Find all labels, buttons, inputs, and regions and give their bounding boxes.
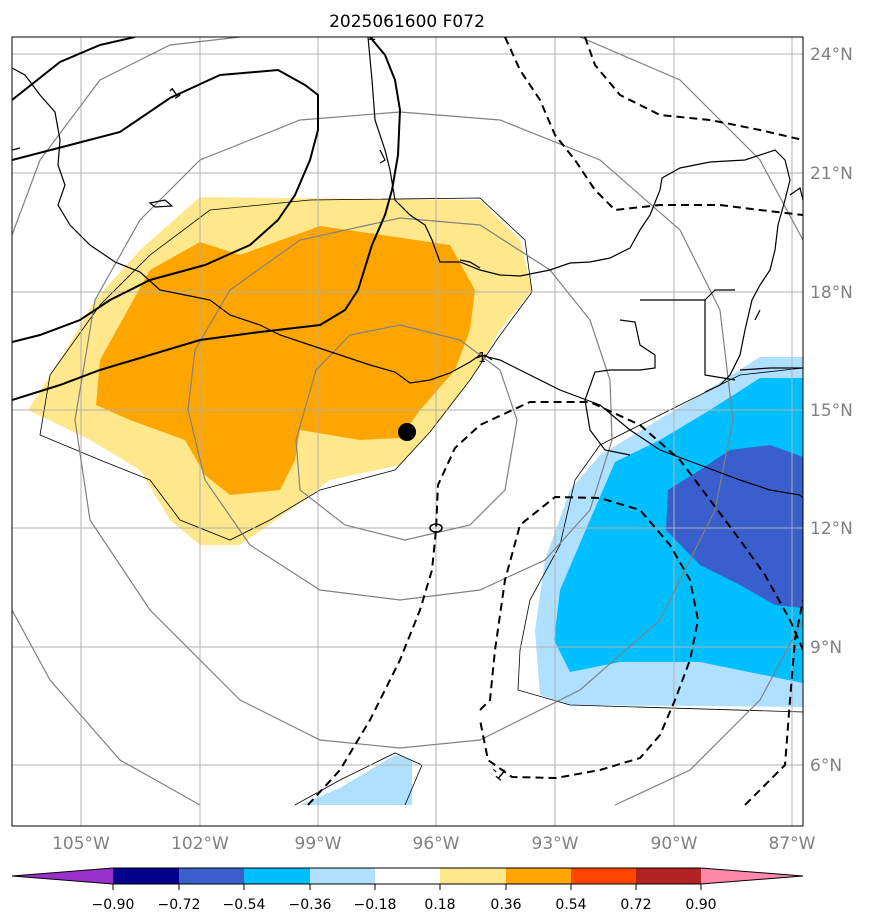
colorbar-tick-label: 0.18 [424, 897, 455, 913]
coastlines [12, 37, 803, 499]
colorbar-extend-min [12, 868, 113, 884]
map-panel: 1 1 1 -1 [12, 26, 803, 826]
colorbar-tick-label: −0.18 [354, 897, 397, 913]
lat-label: 24°N [810, 45, 853, 65]
lon-label: 99°W [295, 834, 342, 854]
colorbar-segment [375, 868, 440, 884]
lat-label: 12°N [810, 519, 853, 539]
lon-label: 87°W [769, 834, 816, 854]
lat-label: 18°N [810, 283, 853, 303]
storm-center-dot [398, 423, 416, 441]
weak-anomaly-contour [39, 197, 533, 541]
lon-label: 102°W [171, 834, 229, 854]
contour-label-2: 1 [367, 26, 377, 44]
colorbar-tick-label: −0.54 [223, 897, 266, 913]
colorbar-segment [440, 868, 506, 884]
contour-label-3: 1 [478, 351, 486, 366]
colorbar: −0.90 −0.72 −0.54 −0.36 −0.18 0.18 0.36 … [11, 867, 804, 913]
lon-label: 93°W [532, 834, 579, 854]
colorbar-segment [179, 868, 244, 884]
colorbar-extend-max [701, 868, 803, 884]
colorbar-segment [113, 868, 179, 884]
latitude-labels: 24°N 21°N 18°N 15°N 12°N 9°N 6°N [810, 45, 853, 776]
positive-contours [12, 37, 402, 401]
lat-label: 21°N [810, 164, 853, 184]
small-loop-contour [429, 523, 443, 533]
colorbar-tick-label: 0.90 [685, 897, 716, 913]
colorbar-tick-label: −0.36 [289, 897, 332, 913]
negative-contours [307, 37, 803, 806]
colorbar-ticks [112, 884, 702, 890]
colorbar-segment [571, 868, 636, 884]
lat-label: 6°N [810, 756, 842, 776]
lon-label: 96°W [413, 834, 460, 854]
longitude-labels: 105°W 102°W 99°W 96°W 93°W 90°W 87°W [52, 834, 816, 854]
colorbar-tick-label: 0.72 [620, 897, 651, 913]
colorbar-tick-label: −0.90 [92, 897, 135, 913]
colorbar-segment [310, 868, 375, 884]
colorbar-segment [636, 868, 701, 884]
weak-negative-contour [517, 367, 803, 713]
negative-anomaly-small-area [300, 755, 412, 805]
positive-anomaly-mid-area [96, 226, 475, 495]
lon-label: 90°W [651, 834, 698, 854]
colorbar-tick-label: 0.36 [490, 897, 521, 913]
colorbar-segment [506, 868, 571, 884]
lat-label: 15°N [810, 401, 853, 421]
colorbar-tick-label: −0.72 [158, 897, 201, 913]
map-title: 2025061600 F072 [329, 12, 485, 32]
colorbar-tick-label: 0.54 [555, 897, 586, 913]
colorbar-segment [244, 868, 310, 884]
lat-label: 9°N [810, 638, 842, 658]
lon-label: 105°W [52, 834, 110, 854]
map-frame [11, 36, 804, 827]
weak-negative-contour-small [294, 752, 423, 806]
negative-anomaly-dark-area [666, 445, 803, 608]
